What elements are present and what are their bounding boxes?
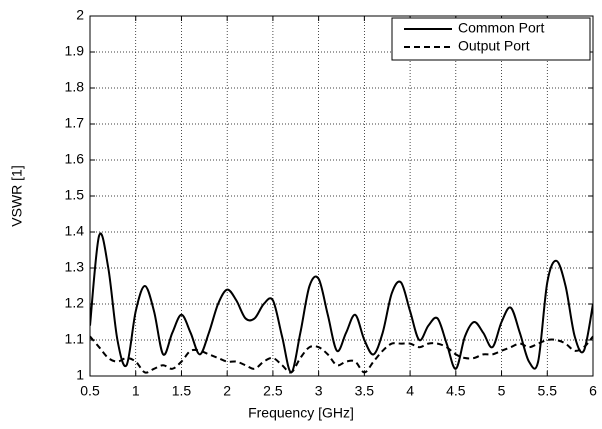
x-tick-label: 2.5: [263, 383, 283, 399]
y-tick-label: 1.6: [65, 151, 85, 167]
x-tick-label: 3.5: [355, 383, 375, 399]
y-tick-label: 1.5: [65, 187, 85, 203]
y-tick-label: 1.3: [65, 259, 85, 275]
x-tick-label: 1: [132, 383, 140, 399]
x-tick-label: 3: [315, 383, 323, 399]
y-tick-label: 1: [76, 367, 84, 383]
y-tick-label: 1.8: [65, 79, 85, 95]
legend-label: Common Port: [458, 20, 544, 36]
series-line: [90, 335, 593, 374]
y-axis-label: VSWR [1]: [9, 165, 25, 226]
y-tick-label: 1.2: [65, 295, 85, 311]
x-tick-label: 6: [589, 383, 597, 399]
y-tick-label: 1.4: [65, 223, 85, 239]
y-tick-label: 2: [76, 7, 84, 23]
x-tick-label: 5.5: [538, 383, 558, 399]
x-tick-label: 0.5: [80, 383, 100, 399]
x-axis-label: Frequency [GHz]: [248, 405, 354, 421]
x-tick-label: 4: [406, 383, 414, 399]
y-tick-label: 1.1: [65, 331, 85, 347]
x-tick-label: 4.5: [446, 383, 466, 399]
x-tick-label: 2: [223, 383, 231, 399]
y-tick-label: 1.7: [65, 115, 85, 131]
x-tick-label: 1.5: [172, 383, 192, 399]
legend-label: Output Port: [458, 38, 530, 54]
y-tick-label: 1.9: [65, 43, 85, 59]
plot-frame: [89, 15, 594, 377]
legend-box: [391, 17, 591, 61]
x-tick-label: 5: [498, 383, 506, 399]
series-line: [90, 232, 593, 374]
